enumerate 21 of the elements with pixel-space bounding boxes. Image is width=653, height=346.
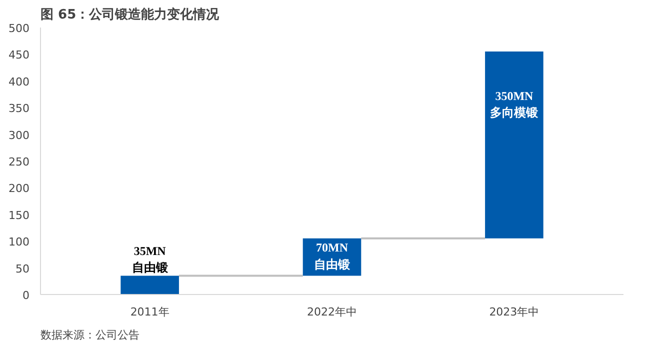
x-tick-label: 2022年中 xyxy=(307,306,358,318)
y-tick-label: 400 xyxy=(8,75,30,88)
y-tick-label: 350 xyxy=(8,102,30,116)
x-tick-label: 2023年中 xyxy=(489,306,540,318)
source-note: 数据来源：公司公告 xyxy=(40,328,140,342)
x-tick-label: 2011年 xyxy=(130,306,170,318)
y-tick-label: 200 xyxy=(8,182,30,196)
y-tick-label: 250 xyxy=(8,156,30,168)
y-tick-label: 450 xyxy=(8,48,30,62)
y-tick-label: 0 xyxy=(22,289,30,302)
y-tick-label: 300 xyxy=(8,128,30,142)
bar xyxy=(485,52,544,238)
y-tick-label: 100 xyxy=(8,236,30,249)
y-tick-label: 500 xyxy=(8,22,30,35)
bar xyxy=(120,276,179,294)
data-label: 70MN 自由锻 xyxy=(314,240,351,272)
y-tick-label: 150 xyxy=(8,208,30,222)
data-label: 35MN 自由锻 xyxy=(132,244,169,275)
chart-title: 图 65：公司锻造能力变化情况 xyxy=(40,6,220,22)
y-tick-label: 50 xyxy=(16,262,30,276)
data-label: 350MN 多向模锻 xyxy=(490,88,540,120)
